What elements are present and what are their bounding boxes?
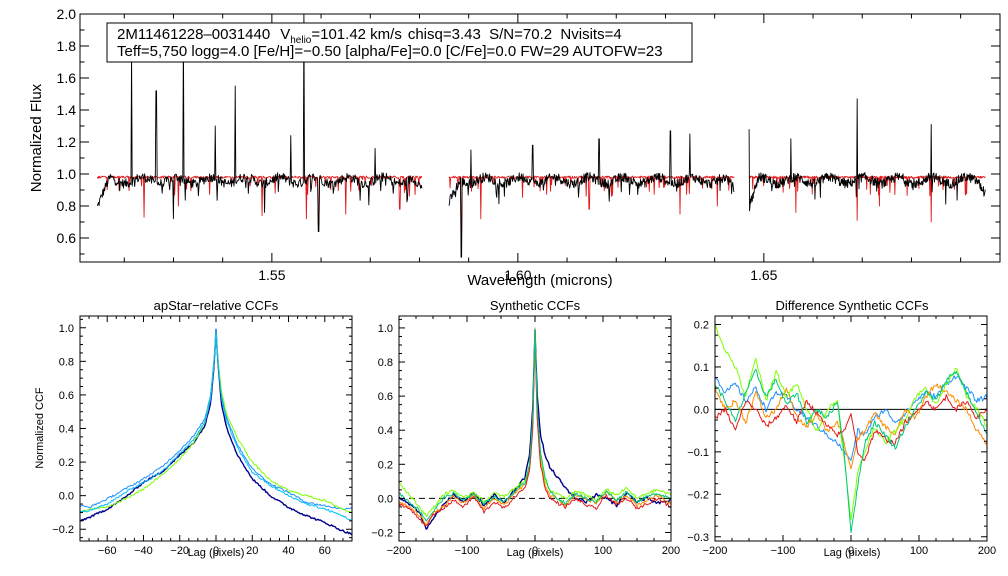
apstar-ccf-title: apStar−relative CCFs xyxy=(154,298,279,313)
apstar-ccf-x-tick-label: −20 xyxy=(170,545,189,557)
difference-ccf-y-tick-label: 0.2 xyxy=(694,319,709,331)
annotation-box xyxy=(106,22,693,63)
difference-ccf-plot-area xyxy=(715,323,987,534)
apstar-ccf-x-tick-label: 40 xyxy=(282,545,294,557)
spectrum-x-tick-label: 1.55 xyxy=(258,267,285,283)
apstar-ccf-x-tick-label: 0 xyxy=(213,545,219,557)
synthetic-ccf-y-tick-label: 0.2 xyxy=(378,459,393,471)
spectrum-x-label: Wavelength (microns) xyxy=(467,272,612,289)
difference-ccf-ticks: −200 −100 0 100 200 −0.3 −0.2 −0.1 0.0 0.1 0.2 xyxy=(687,316,996,557)
difference-ccf-series-4 xyxy=(715,394,987,461)
apstar-ccf-y-tick-label: 1.0 xyxy=(59,323,74,335)
difference-ccf-series-2 xyxy=(715,383,987,470)
synthetic-ccf-x-tick-label: 200 xyxy=(662,545,680,557)
apstar-ccf-x-tick-label: −40 xyxy=(134,545,153,557)
apstar-ccf-x-tick-label: 60 xyxy=(319,545,331,557)
spectrum-y-tick-label: 0.8 xyxy=(57,198,77,214)
apstar-ccf-y-tick-label: 0.4 xyxy=(59,424,74,436)
synthetic-ccf-x-tick-label: 0 xyxy=(532,545,538,557)
spectrum-x-tick-label: 1.60 xyxy=(504,267,531,283)
synthetic-ccf-y-tick-label: 0.6 xyxy=(378,391,393,403)
spectrum-y-tick-label: 0.6 xyxy=(57,230,77,246)
synthetic-ccf-series-2 xyxy=(399,327,671,526)
difference-ccf-x-tick-label: 200 xyxy=(978,545,996,557)
apstar-ccf-y-tick-label: 0.2 xyxy=(59,457,74,469)
apstar-ccf-y-label: Normalized CCF xyxy=(34,387,46,469)
synthetic-ccf-y-tick-label: 1.0 xyxy=(378,323,393,335)
apstar-ccf-series-2 xyxy=(80,328,352,511)
difference-ccf-y-tick-label: −0.2 xyxy=(687,489,709,501)
synthetic-ccf-x-tick-label: −100 xyxy=(455,545,480,557)
annotation-star-id: 2M11461228–0031440 xyxy=(117,26,270,43)
observed-spectrum-line xyxy=(96,14,986,258)
synthetic-ccf-y-tick-label: 0.4 xyxy=(378,425,393,437)
difference-ccf-x-tick-label: −200 xyxy=(703,545,728,557)
apstar-ccf-y-tick-label: 0.6 xyxy=(59,390,74,402)
difference-ccf-y-tick-label: 0.1 xyxy=(694,362,709,374)
spectrum-y-tick-label: 1.6 xyxy=(57,70,77,86)
apstar-ccf-y-tick-label: 0.0 xyxy=(59,491,74,503)
synthetic-ccf-y-tick-label: −0.2 xyxy=(371,527,393,539)
annotation-stats: chisq=3.43 S/N=70.2 Nvisits=4 xyxy=(408,26,622,43)
spectrum-y-label: Normalized Flux xyxy=(28,83,45,192)
synthetic-ccf-y-tick-label: 0.0 xyxy=(378,493,393,505)
apstar-ccf-y-tick-label: 0.8 xyxy=(59,356,74,368)
synthetic-ccf-plot-area xyxy=(399,327,671,530)
spectrum-panel: 1.55 1.60 1.65 0.6 0.8 1.0 1.2 1.4 1.6 1.8 2.0 2M1… xyxy=(28,6,1001,289)
spectrum-x-tick-label: 1.65 xyxy=(750,267,777,283)
spectrum-plot-area xyxy=(96,14,986,258)
apstar-ccf-x-label: Lag (pixels) xyxy=(188,547,245,559)
annotation-line-2: Teff=5,750 logg=4.0 [Fe/H]=−0.50 [alpha/… xyxy=(117,43,663,60)
apstar-ccf-x-tick-label: −60 xyxy=(98,545,117,557)
apstar-ccf-ticks: −60 −40 −20 0 20 40 60 −0.2 0.0 0.2 0.4 0.6 0.8 1.0 xyxy=(52,316,353,557)
difference-ccf-title: Difference Synthetic CCFs xyxy=(776,298,929,313)
synthetic-ccf-panel: Synthetic CCFs −200 −100 0 100 200 −0.2 0.0 0.2… xyxy=(371,298,680,559)
synthetic-ccf-x-tick-label: −200 xyxy=(387,545,412,557)
annotation-vhelio-value: =101.42 km/s xyxy=(311,26,401,43)
synthetic-ccf-title: Synthetic CCFs xyxy=(490,298,581,313)
apstar-ccf-series-4 xyxy=(80,330,352,522)
difference-ccf-x-tick-label: −100 xyxy=(771,545,796,557)
difference-ccf-y-tick-label: −0.1 xyxy=(687,447,709,459)
spectrum-y-tick-label: 2.0 xyxy=(57,6,77,22)
spectrum-y-tick-label: 1.0 xyxy=(57,166,77,182)
annotation-vhelio-symbol: V xyxy=(280,26,290,43)
apstar-ccf-panel: apStar−relative CCFs −60 −40 −20 0 20 40 60 −0.… xyxy=(34,298,353,559)
synthetic-ccf-series-5 xyxy=(399,329,671,522)
spectrum-ticks: 1.55 1.60 1.65 0.6 0.8 1.0 1.2 1.4 1.6 1.8 2.0 xyxy=(57,6,1000,283)
spectrum-y-tick-label: 1.2 xyxy=(57,134,77,150)
spectrum-y-tick-label: 1.8 xyxy=(57,38,77,54)
difference-ccf-x-tick-label: 100 xyxy=(910,545,928,557)
annotation-line-1: 2M11461228–0031440 Vhelio=101.42 km/s chis… xyxy=(117,26,622,46)
difference-ccf-series-5 xyxy=(715,368,987,534)
synthetic-ccf-ticks: −200 −100 0 100 200 −0.2 0.0 0.2 0.4 0.6 0.8 1.0 xyxy=(371,316,680,557)
difference-ccf-series-3 xyxy=(715,323,987,521)
difference-ccf-x-tick-label: 0 xyxy=(848,545,854,557)
apstar-ccf-x-tick-label: 20 xyxy=(246,545,258,557)
spectrum-frame xyxy=(79,13,1001,263)
difference-ccf-x-label: Lag (pixels) xyxy=(824,547,881,559)
synthetic-ccf-x-label: Lag (pixels) xyxy=(507,547,564,559)
difference-ccf-y-tick-label: −0.3 xyxy=(687,532,709,544)
synthetic-ccf-x-tick-label: 100 xyxy=(594,545,612,557)
spectrum-annotation: 2M11461228–0031440 Vhelio=101.42 km/s chis… xyxy=(106,22,693,63)
difference-ccf-y-tick-label: 0.0 xyxy=(694,404,709,416)
difference-ccf-panel: Difference Synthetic CCFs −200 −100 0 100 20… xyxy=(687,298,996,559)
apstar-ccf-plot-area xyxy=(80,328,352,536)
synthetic-ccf-y-tick-label: 0.8 xyxy=(378,357,393,369)
spectrum-y-tick-label: 1.4 xyxy=(57,102,77,118)
apstar-ccf-y-tick-label: −0.2 xyxy=(52,524,74,536)
annotation-vhelio-subscript: helio xyxy=(290,35,312,46)
